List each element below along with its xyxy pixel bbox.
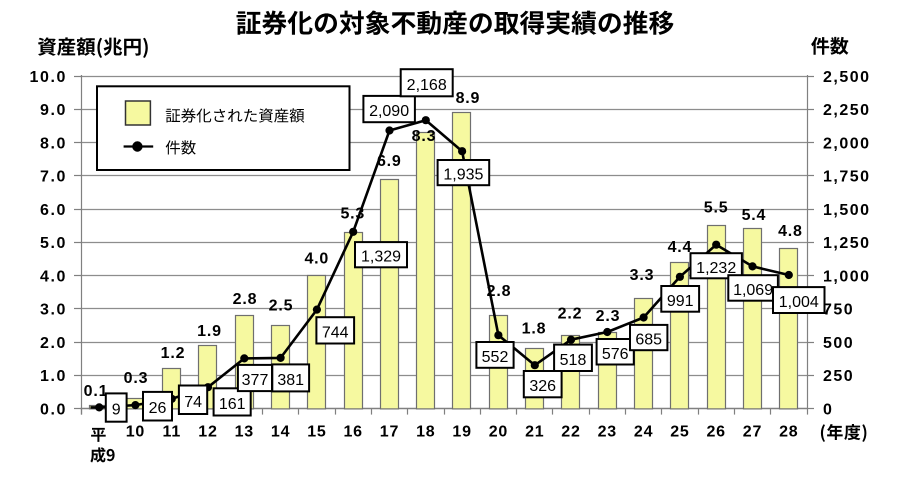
svg-text:11: 11 [163,424,182,441]
svg-text:6.9: 6.9 [377,153,402,170]
svg-text:5.4: 5.4 [742,207,767,224]
svg-text:2.8: 2.8 [487,283,512,300]
svg-text:552: 552 [482,349,509,366]
svg-text:2,250: 2,250 [823,102,871,119]
svg-text:28: 28 [779,424,798,441]
svg-text:377: 377 [242,372,269,389]
svg-text:2.2: 2.2 [558,305,583,322]
svg-text:23: 23 [598,424,617,441]
svg-text:2,090: 2,090 [369,103,409,120]
svg-text:1,250: 1,250 [823,235,871,252]
svg-text:10: 10 [126,424,145,441]
svg-text:8.0: 8.0 [40,135,67,152]
svg-text:26: 26 [706,424,725,441]
svg-text:5.5: 5.5 [704,200,729,217]
svg-text:0: 0 [823,401,833,418]
svg-text:750: 750 [823,302,854,319]
svg-text:2.8: 2.8 [233,291,258,308]
svg-text:25: 25 [670,424,689,441]
svg-text:1,000: 1,000 [823,268,871,285]
svg-text:1,750: 1,750 [823,169,871,186]
svg-text:5.3: 5.3 [340,206,365,223]
svg-text:2,168: 2,168 [407,77,447,94]
svg-text:4.0: 4.0 [40,268,67,285]
svg-text:3.0: 3.0 [40,302,67,319]
svg-text:4.4: 4.4 [668,239,693,256]
svg-text:2,000: 2,000 [823,135,871,152]
svg-text:8.3: 8.3 [412,128,437,145]
svg-text:4.0: 4.0 [304,251,329,268]
svg-text:13: 13 [235,424,254,441]
svg-text:2.0: 2.0 [40,335,67,352]
svg-text:500: 500 [823,335,854,352]
svg-text:744: 744 [322,324,349,341]
svg-text:2.5: 2.5 [269,297,294,314]
svg-text:1.9: 1.9 [197,323,222,340]
svg-text:1,935: 1,935 [443,167,483,184]
svg-text:7.0: 7.0 [40,169,67,186]
svg-text:22: 22 [561,424,580,441]
svg-text:26: 26 [149,400,167,417]
svg-text:21: 21 [525,424,544,441]
svg-text:4.8: 4.8 [778,223,803,240]
svg-text:326: 326 [529,378,556,395]
svg-text:3.3: 3.3 [630,267,655,284]
svg-text:0.1: 0.1 [84,383,109,400]
svg-text:14: 14 [271,424,290,441]
svg-text:27: 27 [743,424,762,441]
svg-text:24: 24 [634,424,653,441]
svg-text:1,329: 1,329 [361,249,401,266]
svg-text:15: 15 [307,424,326,441]
svg-text:12: 12 [198,424,217,441]
svg-text:74: 74 [184,394,202,411]
svg-text:250: 250 [823,368,854,385]
svg-text:991: 991 [667,293,694,310]
svg-text:0.3: 0.3 [124,370,149,387]
svg-text:17: 17 [380,424,399,441]
svg-text:1.8: 1.8 [522,320,547,337]
svg-text:1,500: 1,500 [823,202,871,219]
svg-text:20: 20 [489,424,508,441]
svg-text:9: 9 [112,402,121,419]
svg-text:10.0: 10.0 [29,69,67,86]
svg-text:1,069: 1,069 [733,282,773,299]
svg-text:8.9: 8.9 [456,90,481,107]
svg-text:9.0: 9.0 [40,102,67,119]
svg-text:0.0: 0.0 [40,401,67,418]
svg-text:2.3: 2.3 [596,308,621,325]
svg-text:6.0: 6.0 [40,202,67,219]
svg-text:5.0: 5.0 [40,235,67,252]
svg-text:1.2: 1.2 [161,345,186,362]
svg-text:1,232: 1,232 [696,260,736,277]
svg-text:1.0: 1.0 [40,368,67,385]
svg-text:19: 19 [452,424,471,441]
svg-text:16: 16 [343,424,362,441]
svg-text:161: 161 [219,396,246,413]
svg-text:381: 381 [277,372,304,389]
svg-text:685: 685 [635,332,662,349]
svg-text:18: 18 [416,424,435,441]
svg-text:518: 518 [560,352,587,369]
svg-text:2,500: 2,500 [823,69,871,86]
svg-text:1,004: 1,004 [779,294,819,311]
svg-text:576: 576 [602,346,629,363]
